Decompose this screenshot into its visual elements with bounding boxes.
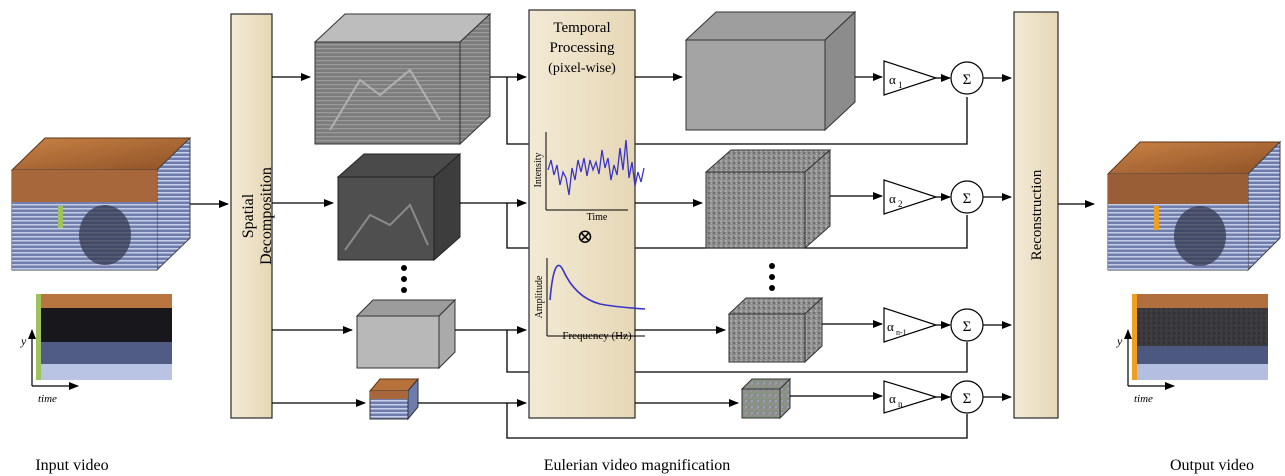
alpha-1-label: α: [889, 72, 896, 87]
alpha-3-label: α: [887, 319, 894, 334]
input-slice-axes: y time: [20, 329, 79, 405]
intensity-ylabel: Intensity: [533, 153, 544, 188]
reconstruction-block: [1013, 11, 1059, 419]
caption-eulerian: Eulerian video magnification: [544, 457, 731, 474]
reconstruction-label: Reconstruction: [1029, 169, 1045, 260]
caption-input-video: Input video: [35, 457, 108, 474]
temporal-label-line2: Processing: [550, 40, 615, 56]
sum-4-symbol: Σ: [963, 391, 972, 407]
alpha-2-label: α: [889, 191, 896, 206]
output-time-label: time: [1134, 393, 1153, 405]
amplifier-2: α 2: [883, 179, 938, 215]
filtered-cube-2: [704, 148, 832, 250]
sum-3-symbol: Σ: [963, 319, 972, 335]
ellipsis-dots-left: [401, 265, 407, 293]
sum-node-4: Σ: [950, 380, 984, 414]
intensity-xlabel: Time: [587, 212, 608, 223]
bypass-paths: [506, 77, 968, 439]
level3-band-cube: [355, 298, 457, 370]
output-y-label: y: [1116, 334, 1123, 348]
output-video-cube: [1106, 140, 1282, 272]
spatial-label-line2: Decomposition: [258, 167, 275, 265]
output-slice-axes: y time: [1116, 329, 1175, 405]
caption-output-video: Output video: [1170, 457, 1254, 474]
sum-node-3: Σ: [950, 308, 984, 342]
filtered-cube-3: [727, 296, 824, 364]
filtered-cube-1: [684, 10, 857, 132]
temporal-label-line3: (pixel-wise): [548, 61, 616, 76]
intensity-plot: Intensity Time: [533, 132, 645, 223]
temporal-label-line1: Temporal: [553, 20, 610, 36]
input-y-label: y: [20, 334, 27, 348]
alpha-3-sub: n-1: [896, 328, 907, 337]
input-time-label: time: [38, 393, 57, 405]
input-video-cube: [10, 136, 192, 272]
alpha-4-label: α: [889, 391, 896, 406]
input-spacetime-slice: [36, 294, 172, 380]
sum-node-2: Σ: [950, 180, 984, 214]
spatial-label-line1: Spatial: [240, 193, 257, 238]
multiply-symbol: ⊗: [577, 226, 594, 248]
filtered-cube-4: [740, 377, 792, 420]
input-slice-marker: [58, 206, 63, 228]
amplitude-plot: Amplitude Frequency (Hz): [534, 258, 646, 342]
level4-band-cube: [368, 377, 420, 421]
spatial-decomposition-block: [230, 13, 273, 419]
output-slice-marker: [1154, 206, 1159, 230]
amplitude-xlabel: Frequency (Hz): [562, 330, 632, 342]
sum-2-symbol: Σ: [963, 191, 972, 207]
amplifier-4: α n: [883, 380, 939, 414]
alpha-1-sub: 1: [898, 80, 903, 90]
alpha-2-sub: 2: [898, 199, 903, 209]
amplifier-1: α 1: [883, 60, 938, 96]
alpha-4-sub: n: [898, 399, 903, 409]
temporal-processing-block: [528, 9, 636, 419]
amplifier-3: α n-1: [883, 307, 938, 343]
amplitude-ylabel: Amplitude: [534, 275, 545, 318]
output-spacetime-slice: [1132, 294, 1268, 380]
ellipsis-dots-right: [769, 263, 775, 291]
sum-1-symbol: Σ: [963, 72, 972, 88]
level2-band-cube: [336, 152, 462, 262]
level1-band-cube: [313, 12, 492, 146]
sum-node-1: Σ: [950, 61, 984, 95]
